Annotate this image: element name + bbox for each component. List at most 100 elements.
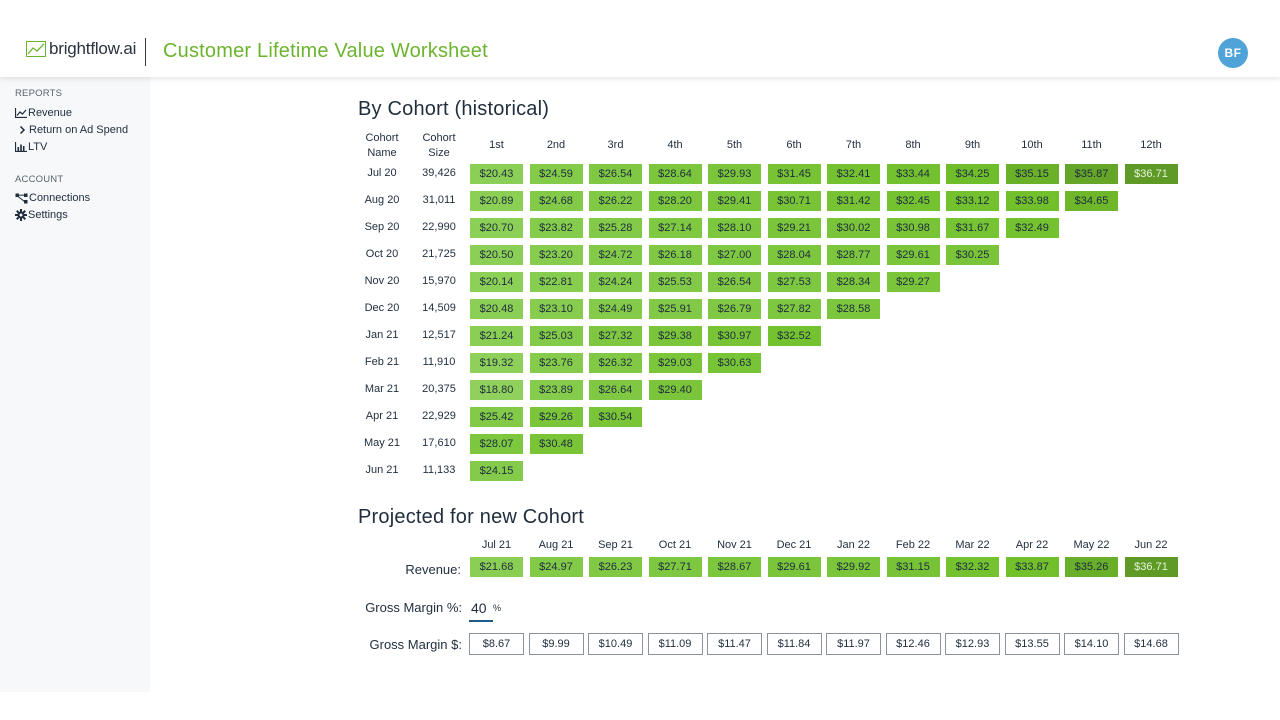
cohort-size: 17,610 [422, 437, 456, 449]
cohort-value-cell: $24.72 [589, 245, 642, 265]
cohort-value-cell: $29.41 [708, 191, 761, 211]
gross-margin-dollar-cell: $11.84 [766, 633, 822, 655]
cohort-value-cell: $20.48 [470, 299, 523, 319]
cohort-name: Jul 20 [367, 167, 397, 179]
cohort-value-cell: $23.89 [529, 380, 583, 400]
month-column-header: 12th [1140, 139, 1162, 151]
cohort-value-cell: $30.98 [886, 218, 940, 238]
sidebar-section-account: ACCOUNT [15, 174, 64, 185]
sidebar-item-settings[interactable]: Settings [15, 209, 68, 221]
projected-month-header: Oct 21 [658, 539, 692, 551]
cohort-value-cell: $25.53 [648, 272, 702, 292]
cohort-value-cell: $29.27 [886, 272, 940, 292]
gross-margin-pct-label: Gross Margin %: [365, 600, 462, 615]
cohort-value-cell: $28.20 [648, 191, 702, 211]
cohort-value-cell: $32.41 [827, 164, 880, 184]
percent-unit: % [493, 603, 502, 613]
bar-chart-icon [15, 142, 27, 152]
sidebar-item-label: Connections [29, 192, 91, 204]
cohort-size: 11,910 [422, 356, 456, 368]
cohort-value-cell: $29.26 [529, 407, 583, 427]
cohort-value-cell: $30.71 [767, 191, 821, 211]
cohort-value-cell: $29.03 [648, 353, 702, 373]
sidebar-item-label: Settings [28, 209, 68, 221]
cohort-value-cell: $30.63 [708, 353, 761, 373]
month-column-header: 8th [905, 139, 921, 151]
sidebar-item-return-on-ad-spend[interactable]: Return on Ad Spend [18, 124, 128, 136]
cohort-value-cell: $31.45 [767, 164, 821, 184]
cohort-value-cell: $25.28 [589, 218, 642, 238]
cohort-value-cell: $27.53 [767, 272, 821, 292]
cohort-value-cell: $24.24 [589, 272, 642, 292]
gross-margin-dollar-cell: $14.68 [1123, 633, 1179, 655]
cohort-value-cell: $27.82 [767, 299, 821, 319]
projected-revenue-cell: $24.97 [529, 557, 583, 577]
cohort-name: Jan 21 [365, 329, 399, 341]
gross-margin-dollar-cell: $10.49 [588, 633, 643, 655]
cohort-size: 11,133 [422, 464, 456, 476]
cohort-value-cell: $26.64 [589, 380, 642, 400]
cohort-value-cell: $35.87 [1065, 164, 1118, 184]
cohort-name-header: Cohort Name [365, 132, 399, 159]
cohort-value-cell: $31.67 [946, 218, 999, 238]
projected-revenue-cell: $36.71 [1124, 557, 1178, 577]
month-column-header: 4th [667, 139, 683, 151]
cohort-value-cell: $24.59 [529, 164, 583, 184]
cohort-value-cell: $26.54 [708, 272, 761, 292]
cohort-name: Dec 20 [364, 302, 400, 314]
cohort-value-cell: $28.58 [827, 299, 880, 319]
gross-margin-dollar-label: Gross Margin $: [369, 637, 462, 652]
month-column-header: 11th [1081, 139, 1102, 151]
cohort-value-cell: $33.12 [946, 191, 999, 211]
projected-revenue-cell: $32.32 [946, 557, 999, 577]
month-column-header: 9th [964, 139, 981, 151]
cohort-value-cell: $30.25 [946, 245, 999, 265]
cohort-size-header: Cohort Size [422, 132, 456, 159]
cohort-value-cell: $29.61 [886, 245, 940, 265]
sidebar-item-connections[interactable]: Connections [15, 192, 90, 204]
gross-margin-dollar-cell: $14.10 [1064, 633, 1119, 655]
cohort-value-cell: $23.76 [529, 353, 583, 373]
cohort-value-cell: $24.49 [589, 299, 642, 319]
sidebar-item-label: Return on Ad Spend [29, 124, 129, 136]
cohort-name: Apr 21 [365, 410, 399, 422]
user-avatar[interactable]: BF [1218, 38, 1248, 68]
sidebar-item-ltv[interactable]: LTV [15, 141, 47, 153]
projected-month-header: Sep 21 [598, 539, 633, 551]
gear-icon [15, 209, 27, 221]
cohort-value-cell: $26.32 [589, 353, 642, 373]
sidebar-item-revenue[interactable]: Revenue [15, 107, 72, 119]
cohort-value-cell: $24.15 [470, 461, 523, 481]
line-chart-icon [15, 108, 27, 118]
cohort-value-cell: $28.07 [470, 434, 523, 454]
cohort-value-cell: $23.82 [529, 218, 583, 238]
cohort-value-cell: $20.50 [470, 245, 523, 265]
cohort-value-cell: $28.77 [827, 245, 880, 265]
cohort-value-cell: $20.43 [470, 164, 523, 184]
chevron-right-icon [19, 125, 26, 135]
cohort-value-cell: $30.97 [708, 326, 761, 346]
cohort-value-cell: $28.64 [648, 164, 702, 184]
revenue-label: Revenue: [405, 562, 461, 577]
cohort-name: Jun 21 [365, 464, 399, 476]
cohort-name: Nov 20 [364, 275, 400, 287]
gross-margin-dollar-cell: $11.47 [707, 633, 762, 655]
projected-revenue-cell: $28.67 [708, 557, 761, 577]
cohort-value-cell: $27.00 [708, 245, 761, 265]
gross-margin-pct-field[interactable] [469, 596, 493, 622]
month-column-header: 6th [786, 139, 802, 151]
cohort-value-cell: $29.38 [648, 326, 702, 346]
gross-margin-dollar-cell: $8.67 [469, 633, 524, 655]
cohort-value-cell: $20.14 [470, 272, 523, 292]
cohort-value-cell: $26.54 [589, 164, 642, 184]
brand-logo[interactable]: brightflow.ai [26, 39, 136, 59]
gross-margin-pct-input[interactable] [469, 596, 493, 620]
gross-margin-dollar-cell: $12.93 [945, 633, 1000, 655]
cohort-value-cell: $29.40 [648, 380, 702, 400]
cohort-value-cell: $26.22 [589, 191, 642, 211]
cohort-value-cell: $30.02 [827, 218, 880, 238]
cohort-name: Sep 20 [364, 221, 400, 233]
projected-revenue-cell: $26.23 [589, 557, 642, 577]
cohort-value-cell: $26.79 [708, 299, 761, 319]
projected-revenue-cell: $29.61 [767, 557, 821, 577]
